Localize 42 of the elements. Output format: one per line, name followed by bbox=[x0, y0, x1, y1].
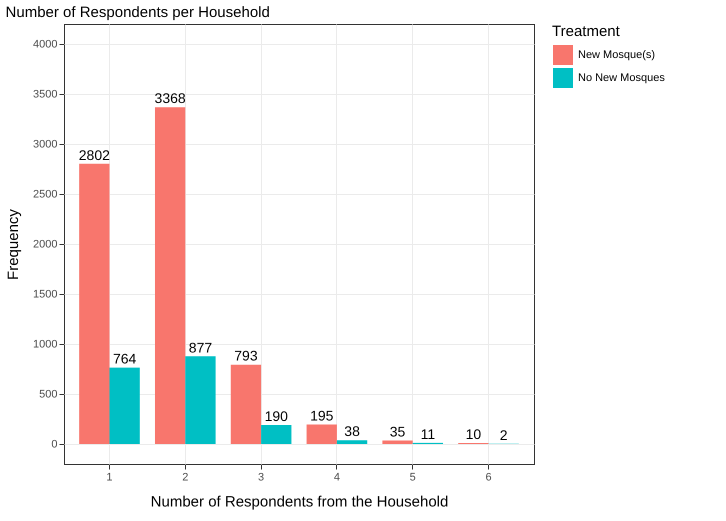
y-tick-label: 500 bbox=[39, 388, 58, 400]
bar bbox=[79, 164, 110, 444]
x-tick-label: 4 bbox=[334, 472, 340, 484]
bar bbox=[261, 425, 292, 444]
x-tick-label: 5 bbox=[410, 472, 416, 484]
data-label: 793 bbox=[234, 348, 258, 364]
data-label: 3368 bbox=[154, 90, 186, 106]
legend-label: No New Mosques bbox=[578, 72, 666, 84]
bar bbox=[382, 440, 413, 444]
chart-title: Number of Respondents per Household bbox=[6, 4, 270, 21]
data-label: 195 bbox=[310, 408, 334, 424]
y-tick-label: 0 bbox=[51, 438, 58, 450]
y-tick-label: 2500 bbox=[33, 188, 58, 200]
y-tick-label: 3000 bbox=[33, 138, 58, 150]
data-label: 877 bbox=[188, 339, 212, 356]
x-tick-label: 6 bbox=[485, 472, 492, 484]
x-axis-title: Number of Respondents from the Household bbox=[150, 494, 448, 510]
bar bbox=[306, 424, 337, 444]
y-tick-label: 1000 bbox=[33, 338, 58, 350]
x-tick-label: 1 bbox=[106, 472, 113, 484]
bar bbox=[109, 368, 140, 444]
y-tick-label: 4000 bbox=[33, 38, 58, 50]
data-label: 11 bbox=[420, 426, 436, 442]
bar bbox=[336, 440, 368, 444]
data-label: 2 bbox=[500, 426, 508, 443]
data-label: 35 bbox=[390, 424, 406, 440]
data-label: 10 bbox=[466, 426, 482, 442]
data-label: 2802 bbox=[78, 146, 110, 163]
x-tick-label: 3 bbox=[258, 472, 264, 484]
x-tick-label: 2 bbox=[182, 472, 188, 484]
bar bbox=[185, 356, 216, 444]
bar bbox=[230, 364, 262, 444]
legend-label: New Mosque(s) bbox=[578, 49, 656, 61]
data-label: 764 bbox=[112, 350, 137, 367]
y-tick-label: 3500 bbox=[33, 88, 58, 100]
y-tick-label: 1500 bbox=[33, 288, 58, 300]
y-axis-title: Frequency bbox=[5, 208, 22, 280]
data-label: 190 bbox=[264, 408, 288, 424]
bar bbox=[154, 107, 186, 444]
y-tick-label: 2000 bbox=[33, 238, 58, 250]
legend-title: Treatment bbox=[552, 23, 621, 40]
data-label: 38 bbox=[344, 423, 360, 440]
